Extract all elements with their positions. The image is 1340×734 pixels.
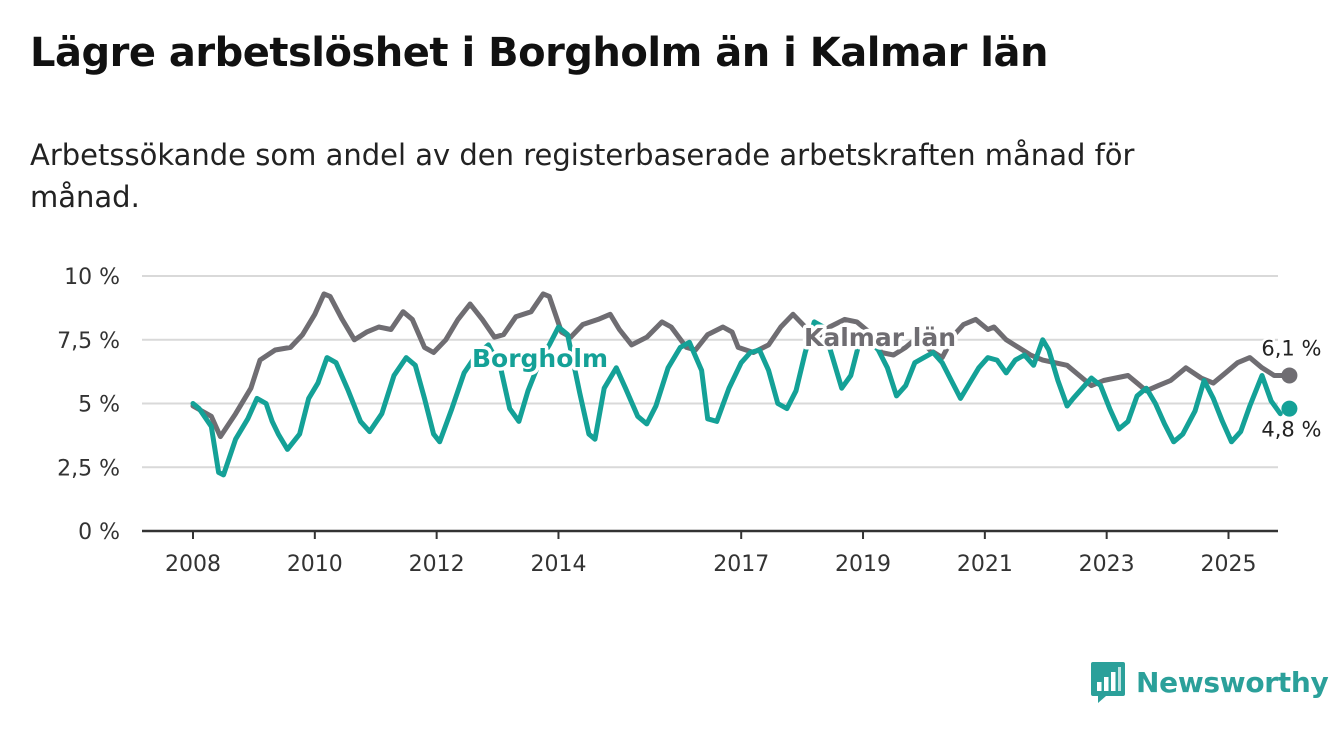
series-line-kalmar-län bbox=[190, 291, 1292, 440]
y-tick-label: 10 % bbox=[64, 265, 120, 290]
y-tick-label: 2,5 % bbox=[57, 456, 120, 481]
end-marker-kalmar-län bbox=[1281, 367, 1298, 384]
x-tick-label: 2012 bbox=[409, 552, 465, 577]
x-tick-label: 2021 bbox=[957, 552, 1013, 577]
series-name-label: Kalmar län bbox=[804, 323, 956, 352]
series-lines bbox=[190, 291, 1292, 478]
end-marker-borgholm bbox=[1281, 400, 1298, 417]
end-value-label: 6,1 % bbox=[1261, 336, 1321, 360]
x-tick-label: 2010 bbox=[287, 552, 343, 577]
newsworthy-logo: Newsworthy bbox=[1090, 660, 1329, 704]
y-tick-label: 0 % bbox=[78, 520, 120, 545]
y-axis-ticks: 0 % 2,5 % 5 % 7,5 % 10 % bbox=[57, 265, 120, 545]
x-tick-label: 2023 bbox=[1079, 552, 1135, 577]
series-name-label: Borgholm bbox=[472, 344, 608, 373]
bar-chart-logo-icon bbox=[1091, 662, 1125, 703]
x-tick-label: 2019 bbox=[835, 552, 891, 577]
chart-title: Lägre arbetslöshet i Borgholm än i Kalma… bbox=[30, 30, 1048, 76]
x-tick-label: 2008 bbox=[165, 552, 221, 577]
x-tick-label: 2014 bbox=[530, 552, 586, 577]
chart-subtitle: Arbetssökande som andel av den registerb… bbox=[30, 138, 1135, 214]
series-labels: 6,1 % 4,8 % Kalmar län Borgholm bbox=[468, 320, 1323, 445]
brand-name: Newsworthy bbox=[1136, 665, 1329, 699]
y-tick-label: 5 % bbox=[78, 393, 120, 418]
y-tick-label: 7,5 % bbox=[57, 329, 120, 354]
x-tick-label: 2025 bbox=[1200, 552, 1256, 577]
x-axis: 2008 2010 2012 2014 2017 2019 2021 2023 2025 bbox=[142, 529, 1278, 577]
grid-lines bbox=[142, 275, 1278, 469]
line-chart: 0 % 2,5 % 5 % 7,5 % 10 % 2008 2010 2012 2014 201… bbox=[57, 265, 1323, 577]
series-line-borgholm bbox=[190, 319, 1283, 478]
end-value-label: 4,8 % bbox=[1261, 418, 1321, 442]
x-tick-label: 2017 bbox=[713, 552, 769, 577]
